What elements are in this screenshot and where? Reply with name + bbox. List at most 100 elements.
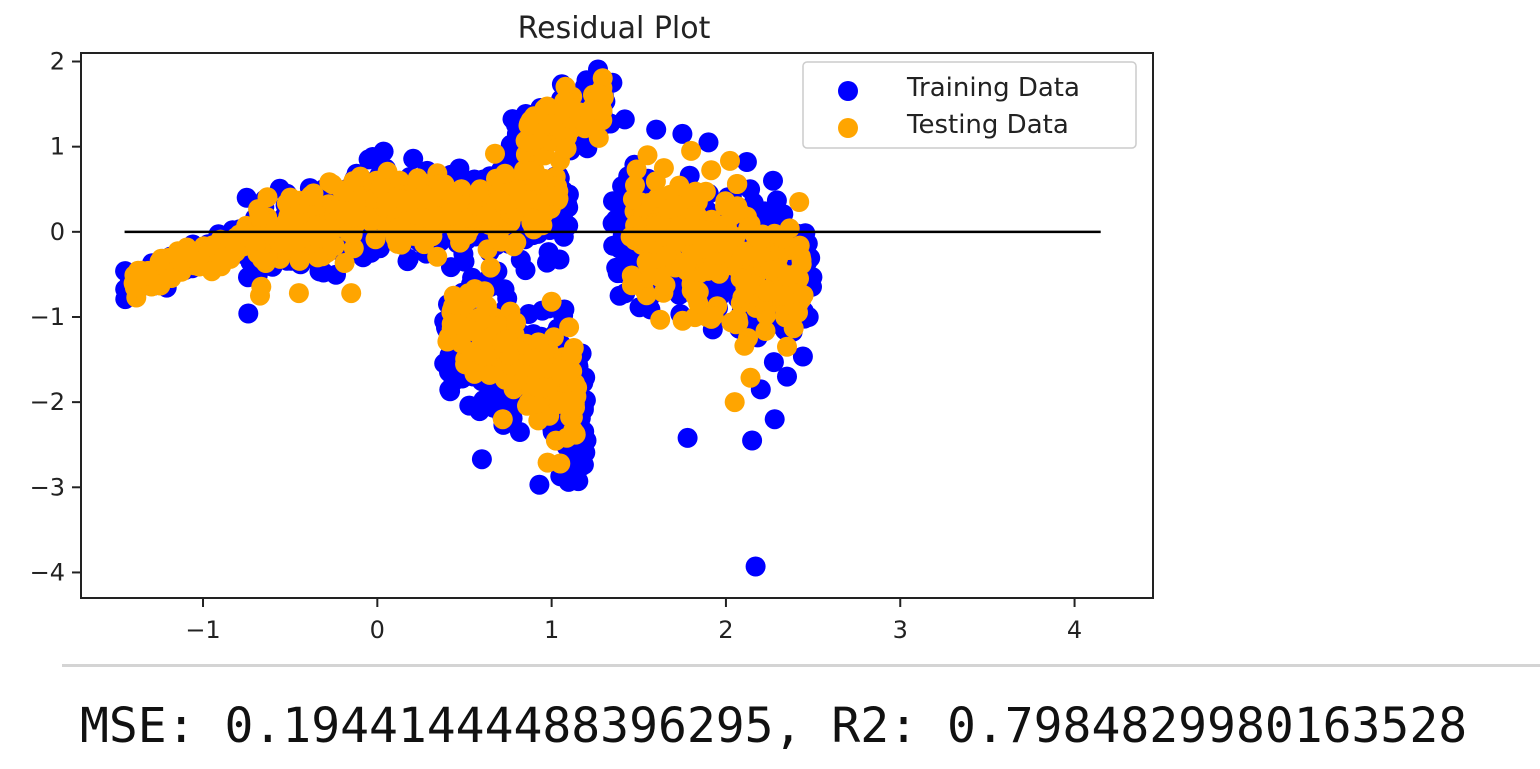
x-axis: −1 0 1 2 3 4 [185,598,1082,644]
x-tick-label: −1 [185,616,220,644]
data-point [568,471,589,492]
data-point [149,251,170,272]
data-point [685,181,706,202]
data-point [274,236,294,256]
data-point [488,189,509,210]
data-point [789,235,810,256]
series-testing [123,68,814,474]
data-point [449,158,470,179]
data-point [766,190,787,211]
data-point [515,260,536,281]
data-point [636,251,657,272]
data-point [280,187,301,208]
y-tick-label: −1 [30,303,65,331]
data-point [576,116,597,137]
data-point [533,377,554,398]
data-point [542,113,563,134]
data-point [388,217,409,238]
data-point [250,206,271,227]
data-point [742,274,763,295]
data-point [528,410,549,431]
legend-label-training: Training Data [906,73,1080,103]
data-point [518,160,539,180]
legend: Training Data Testing Data [802,61,1137,149]
data-point [602,213,623,234]
data-point [201,261,222,282]
data-point [257,187,278,208]
data-point [178,241,199,262]
data-point [724,392,745,413]
data-point [635,230,656,251]
data-point [677,427,698,448]
data-point [410,189,431,209]
data-point [523,208,544,229]
data-point [777,366,797,387]
x-tick-label: 2 [718,616,733,644]
data-point [626,159,647,180]
scatter-points [115,59,823,577]
data-point [543,327,564,348]
metrics-output: MSE: 0.19441444488396295, R2: 0.79848299… [80,698,1468,754]
data-point [761,260,781,281]
data-point [252,249,272,270]
legend-box [802,61,1137,149]
x-tick-label: 4 [1067,616,1082,644]
data-point [697,306,717,327]
data-point [727,174,748,194]
data-point [135,265,156,286]
data-point [655,275,676,296]
data-point [491,231,512,252]
x-tick-label: 1 [544,616,559,644]
data-point [300,185,321,206]
data-point [672,310,693,331]
data-point [480,257,501,278]
data-point [528,332,549,353]
data-point [763,352,784,373]
data-point [793,285,814,306]
data-point [469,182,489,203]
data-point [728,312,749,333]
data-point [341,283,362,304]
y-axis: 2 1 0 −1 −2 −3 −4 [30,48,81,586]
data-point [656,245,677,266]
residual-plot-chart: Residual Plot −1 0 1 2 3 4 2 1 0 −1 −2 −3 −4 Traini… [30,11,1154,644]
data-point [492,332,512,353]
data-point [464,363,485,384]
data-point [672,123,693,144]
data-point [691,219,712,240]
chart-title: Residual Plot [518,11,711,46]
data-point [448,314,469,335]
data-point [592,100,613,121]
data-point [559,391,580,411]
data-point [650,309,671,330]
data-point [745,556,766,577]
data-point [653,158,674,179]
data-point [537,252,557,273]
data-point [783,318,804,339]
data-point [469,401,490,422]
data-point [334,253,355,273]
data-point [755,321,776,341]
data-point [516,190,537,211]
data-point [742,430,763,451]
data-point [289,250,310,271]
y-tick-label: −2 [30,388,65,416]
data-point [622,189,643,210]
data-point [792,346,813,367]
y-tick-label: −4 [30,558,65,586]
data-point [559,317,580,338]
data-point [720,150,740,171]
data-point [736,152,757,172]
data-point [529,474,550,495]
data-point [541,291,562,312]
data-point [564,423,585,443]
data-point [740,367,761,388]
x-tick-label: 0 [370,616,385,644]
data-point [669,175,690,196]
data-point [495,163,515,184]
data-point [358,149,379,170]
data-point [789,192,810,212]
data-point [764,409,785,430]
data-point [788,302,808,323]
data-point [397,251,418,272]
